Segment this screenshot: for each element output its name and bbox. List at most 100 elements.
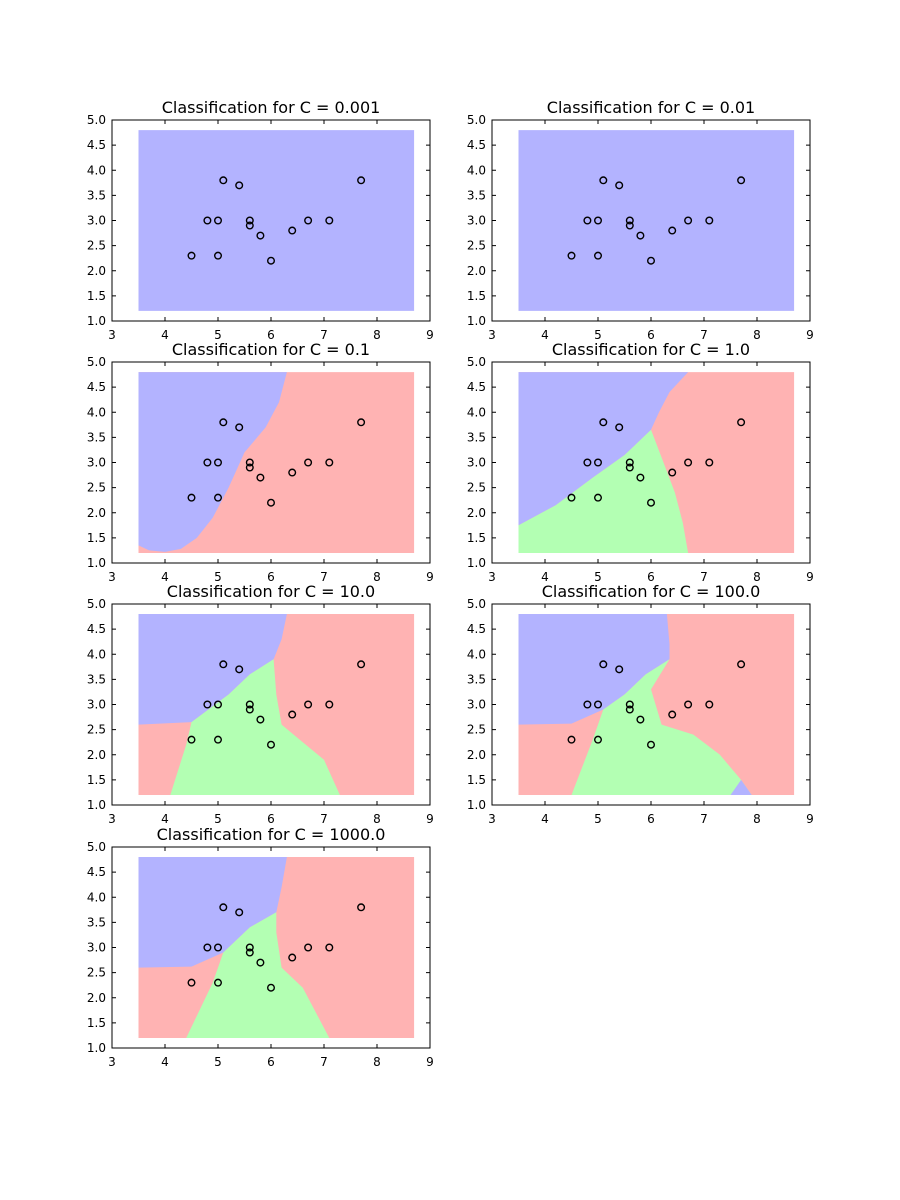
x-tick-label: 3 — [488, 328, 496, 342]
x-tick-label: 6 — [267, 328, 275, 342]
data-point — [647, 740, 656, 749]
subplot-title: Classification for C = 100.0 — [542, 582, 761, 601]
y-tick-label: 1.0 — [467, 798, 486, 812]
data-point — [647, 256, 656, 265]
y-tick-label: 4.0 — [467, 163, 486, 177]
data-point — [737, 660, 746, 669]
data-point — [213, 216, 222, 225]
data-point — [245, 948, 254, 957]
data-point — [625, 700, 634, 709]
data-point — [625, 216, 634, 225]
data-point — [668, 710, 677, 719]
x-tick-label: 5 — [594, 570, 602, 584]
y-tick-label: 3.5 — [87, 915, 106, 929]
x-tick-label: 5 — [594, 328, 602, 342]
y-tick-label: 1.5 — [87, 289, 106, 303]
y-tick-label: 5.0 — [87, 840, 106, 854]
subplot-7: 3 4 5 6 7 8 9 1.0 1.5 2.0 2.5 3.0 3.5 4.0 4.5 5.0 Classi… — [87, 825, 434, 1069]
y-tick-label: 4.5 — [87, 622, 106, 636]
data-point — [599, 418, 608, 427]
y-tick-label: 2.5 — [87, 723, 106, 737]
x-tick-label: 7 — [700, 570, 708, 584]
x-tick-label: 5 — [594, 812, 602, 826]
y-tick-label: 2.5 — [87, 239, 106, 253]
region-green — [170, 659, 340, 795]
y-tick-label: 3.5 — [467, 672, 486, 686]
y-tick-label: 2.5 — [467, 239, 486, 253]
data-point — [594, 251, 603, 260]
data-point — [325, 216, 334, 225]
data-point — [288, 468, 297, 477]
x-tick-label: 9 — [806, 328, 814, 342]
data-point — [187, 493, 196, 502]
data-point — [705, 700, 714, 709]
subplot-1: 3 4 5 6 7 8 9 1.0 1.5 2.0 2.5 3.0 3.5 4.0 4.5 5.0 Classi… — [87, 98, 434, 342]
data-point — [737, 418, 746, 427]
data-point — [245, 458, 254, 467]
region-blue — [138, 372, 287, 552]
data-point — [594, 735, 603, 744]
data-point — [245, 463, 254, 472]
data-point — [256, 958, 265, 967]
y-tick-label: 1.5 — [467, 289, 486, 303]
subplot-5: 3 4 5 6 7 8 9 1.0 1.5 2.0 2.5 3.0 3.5 4.0 4.5 5.0 Classi… — [87, 582, 434, 826]
x-tick-label: 8 — [373, 328, 381, 342]
data-point — [267, 498, 276, 507]
data-point — [219, 903, 228, 912]
data-point — [357, 176, 366, 185]
y-tick-label: 1.0 — [87, 314, 106, 328]
data-point — [267, 983, 276, 992]
data-point — [213, 251, 222, 260]
region-blue — [518, 130, 795, 311]
data-point — [256, 715, 265, 724]
region-blue — [138, 614, 287, 725]
data-point — [304, 458, 313, 467]
y-tick-label: 4.0 — [467, 647, 486, 661]
data-point — [325, 458, 334, 467]
data-point — [567, 735, 576, 744]
x-tick-label: 5 — [214, 812, 222, 826]
x-tick-label: 6 — [267, 1055, 275, 1069]
y-tick-label: 5.0 — [467, 355, 486, 369]
data-point — [219, 176, 228, 185]
x-tick-label: 5 — [214, 570, 222, 584]
data-point — [213, 493, 222, 502]
data-point — [625, 463, 634, 472]
x-tick-label: 8 — [753, 328, 761, 342]
data-point — [304, 700, 313, 709]
x-tick-label: 4 — [541, 328, 549, 342]
data-point — [235, 423, 244, 432]
y-tick-label: 4.0 — [87, 647, 106, 661]
data-point — [288, 226, 297, 235]
data-point — [636, 473, 645, 482]
data-point — [325, 943, 334, 952]
data-point — [594, 700, 603, 709]
y-tick-label: 2.0 — [467, 264, 486, 278]
data-point — [187, 735, 196, 744]
data-point — [615, 181, 624, 190]
data-point — [235, 908, 244, 917]
y-tick-label: 5.0 — [467, 113, 486, 127]
y-tick-label: 4.5 — [467, 138, 486, 152]
y-tick-label: 4.0 — [87, 405, 106, 419]
data-point — [668, 468, 677, 477]
data-point — [267, 256, 276, 265]
data-point — [304, 943, 313, 952]
y-tick-label: 1.0 — [87, 1041, 106, 1055]
y-tick-label: 3.5 — [467, 188, 486, 202]
data-point — [203, 700, 212, 709]
y-tick-label: 3.5 — [87, 430, 106, 444]
x-tick-label: 9 — [426, 812, 434, 826]
x-tick-label: 7 — [700, 812, 708, 826]
data-point — [625, 458, 634, 467]
region-green — [518, 429, 689, 553]
y-tick-label: 1.5 — [87, 773, 106, 787]
data-point — [288, 953, 297, 962]
x-tick-label: 4 — [161, 1055, 169, 1069]
data-point — [625, 705, 634, 714]
data-point — [245, 943, 254, 952]
y-tick-label: 5.0 — [87, 597, 106, 611]
data-point — [235, 181, 244, 190]
data-point — [256, 231, 265, 240]
subplot-3: 3 4 5 6 7 8 9 1.0 1.5 2.0 2.5 3.0 3.5 4.0 4.5 5.0 Classi… — [87, 340, 434, 584]
